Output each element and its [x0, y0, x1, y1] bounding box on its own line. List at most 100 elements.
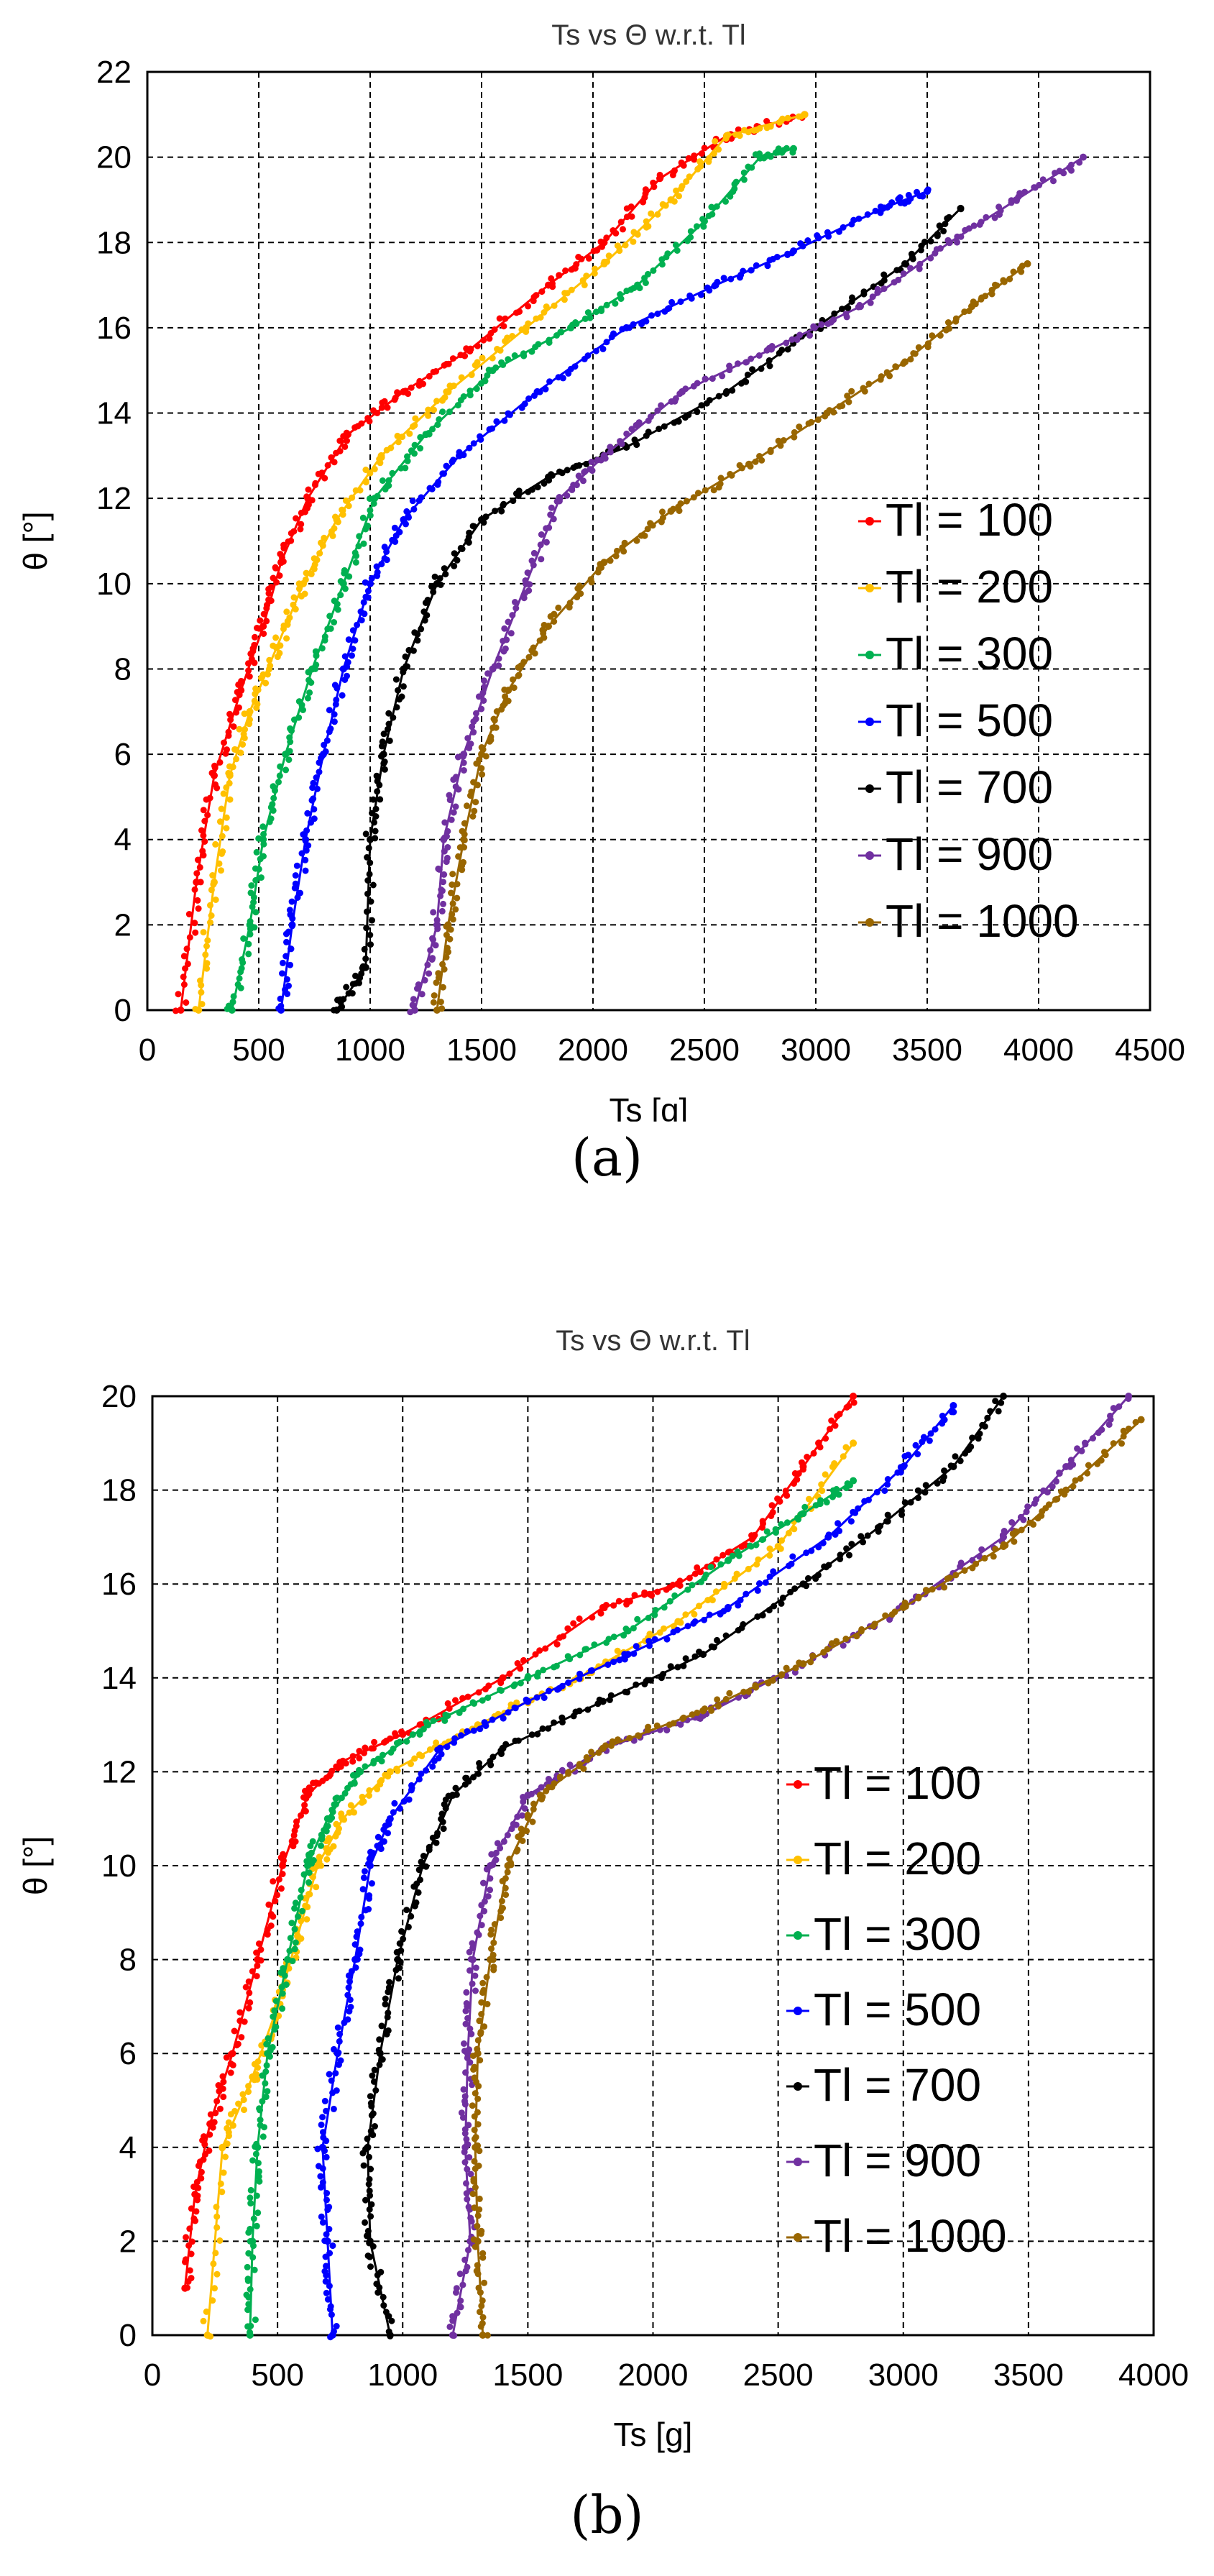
data-point [409, 498, 416, 505]
data-point [509, 333, 516, 339]
data-point [185, 911, 193, 917]
data-point [874, 1523, 882, 1531]
data-point [359, 1886, 367, 1893]
plot-area-frame [146, 70, 1151, 1012]
data-point [310, 1874, 316, 1881]
data-point [612, 553, 620, 559]
data-point [279, 1990, 286, 1997]
data-point [466, 529, 473, 536]
data-point [226, 763, 233, 770]
data-point [736, 132, 743, 139]
data-point [471, 807, 478, 815]
data-point [461, 352, 469, 359]
data-point [654, 311, 661, 317]
data-point [472, 2134, 479, 2141]
y-tick-label: 22 [96, 55, 132, 90]
data-point [386, 737, 393, 744]
data-point [230, 723, 237, 730]
data-point [469, 2102, 476, 2109]
data-point [248, 656, 255, 663]
data-point [1045, 1501, 1052, 1508]
data-point [206, 2120, 214, 2128]
data-point [460, 835, 468, 843]
data-point [676, 193, 682, 200]
data-point [648, 312, 655, 319]
data-point [789, 1553, 796, 1560]
data-point [200, 2156, 207, 2163]
data-point [362, 830, 369, 838]
data-point [670, 1720, 677, 1727]
data-point [449, 2317, 456, 2324]
data-point [502, 1892, 510, 1898]
data-point [712, 281, 719, 289]
data-point [280, 1851, 287, 1858]
data-point [471, 2063, 478, 2071]
data-point [290, 594, 298, 601]
data-point [723, 132, 730, 139]
data-point [654, 1588, 661, 1595]
data-point [551, 302, 558, 309]
data-point [458, 374, 465, 381]
data-point [504, 1862, 512, 1869]
data-point [1070, 1483, 1077, 1490]
data-point [842, 311, 850, 318]
data-point [623, 430, 630, 437]
data-point [201, 817, 208, 825]
data-point [650, 267, 657, 274]
data-point [745, 1565, 752, 1572]
data-point [898, 1507, 905, 1514]
data-point [443, 1743, 451, 1751]
data-point [246, 921, 254, 929]
series-tl-300 [224, 145, 797, 1014]
data-point [474, 2037, 482, 2044]
data-point [538, 288, 546, 295]
y-tick-label: 6 [114, 737, 132, 772]
data-point [385, 477, 392, 484]
data-point [454, 753, 461, 761]
data-point [697, 291, 704, 298]
data-point [532, 1651, 539, 1658]
data-point [399, 1731, 407, 1738]
data-point [254, 1962, 261, 1969]
x-tick-label: 1500 [446, 1032, 517, 1068]
data-point [267, 1911, 275, 1917]
data-point [374, 778, 381, 785]
data-point [467, 2171, 474, 2178]
data-point [1118, 1440, 1125, 1447]
data-point [250, 894, 257, 901]
data-point [449, 355, 456, 362]
data-point [921, 1489, 929, 1496]
data-point [316, 1853, 323, 1861]
data-point [373, 2281, 380, 2288]
data-point [990, 1553, 997, 1560]
data-point [299, 1907, 305, 1915]
data-point [837, 1551, 844, 1559]
data-point [295, 585, 303, 592]
data-point [250, 899, 257, 906]
data-point [416, 377, 423, 385]
data-point [631, 1592, 638, 1599]
data-point [818, 321, 825, 328]
data-point [385, 482, 392, 489]
data-point [644, 526, 651, 533]
data-point [449, 916, 456, 923]
data-point [543, 538, 550, 546]
data-point [646, 1590, 653, 1598]
data-point [336, 1759, 344, 1766]
data-point [484, 2001, 491, 2007]
data-point [386, 1768, 394, 1776]
data-point [515, 1737, 522, 1744]
data-point [245, 660, 252, 667]
data-point [942, 221, 949, 227]
data-point [479, 1979, 487, 1986]
data-point [410, 647, 417, 654]
data-point [357, 1768, 364, 1776]
data-point [469, 1940, 476, 1947]
data-point [480, 336, 487, 344]
data-point [704, 1597, 712, 1604]
data-point [626, 1735, 633, 1742]
data-point [408, 1782, 415, 1789]
data-point [844, 393, 851, 400]
data-point [497, 1845, 504, 1852]
data-point [804, 237, 811, 244]
